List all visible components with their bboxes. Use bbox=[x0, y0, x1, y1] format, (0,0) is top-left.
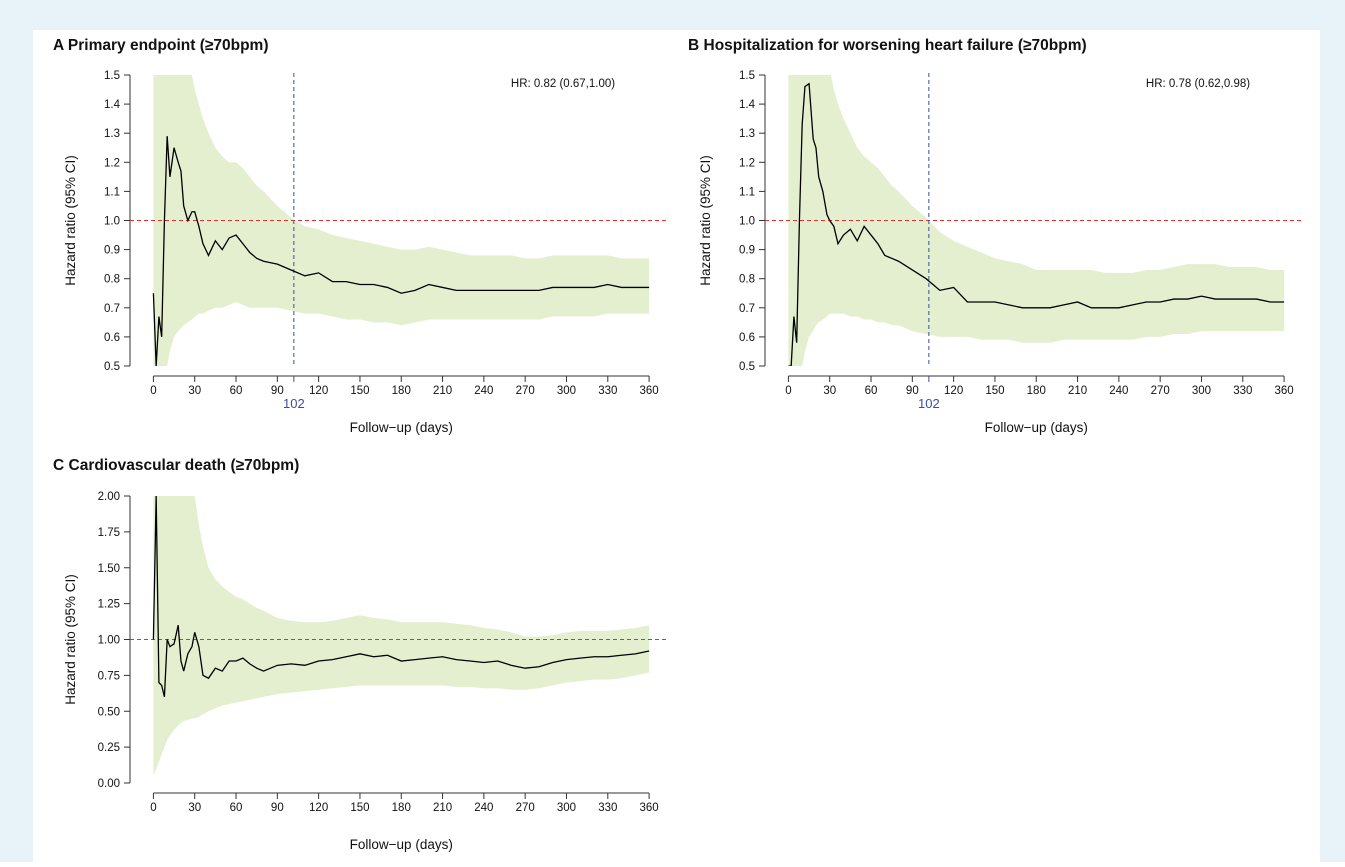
y-axis-label: Hazard ratio (95% CI) bbox=[63, 574, 78, 705]
ci-band bbox=[788, 75, 1285, 366]
y-tick-label: 1.4 bbox=[104, 99, 121, 111]
x-tick-label: 150 bbox=[350, 385, 369, 397]
y-tick-label: 1.5 bbox=[739, 70, 755, 82]
y-axis-label: Hazard ratio (95% CI) bbox=[63, 155, 78, 286]
y-tick-label: 1.00 bbox=[98, 635, 120, 647]
y-tick-label: 1.50 bbox=[98, 563, 120, 575]
x-tick-label: 300 bbox=[1192, 385, 1211, 397]
y-tick-label: 0.6 bbox=[739, 332, 755, 344]
x-tick-label: 120 bbox=[309, 385, 328, 397]
x-tick-label: 270 bbox=[516, 385, 535, 397]
y-tick-label: 1.1 bbox=[104, 186, 120, 198]
x-tick-label: 270 bbox=[1151, 385, 1170, 397]
x-tick-label: 30 bbox=[188, 385, 201, 397]
y-tick-label: 0.9 bbox=[739, 245, 755, 257]
x-tick-label: 270 bbox=[516, 802, 535, 814]
x-tick-label: 30 bbox=[188, 802, 201, 814]
x-tick-label: 300 bbox=[557, 385, 576, 397]
x-tick-label: 180 bbox=[392, 385, 411, 397]
y-tick-label: 1.25 bbox=[98, 599, 120, 611]
y-tick-label: 0.75 bbox=[98, 670, 120, 682]
x-tick-label: 360 bbox=[640, 802, 659, 814]
x-axis-label: Follow−up (days) bbox=[350, 420, 453, 435]
x-tick-label: 330 bbox=[598, 802, 617, 814]
x-axis-label: Follow−up (days) bbox=[350, 837, 453, 852]
y-tick-label: 1.0 bbox=[739, 216, 755, 228]
y-tick-label: 1.3 bbox=[104, 128, 120, 140]
x-tick-label: 102 bbox=[918, 396, 940, 411]
y-tick-label: 0.00 bbox=[98, 778, 120, 790]
y-tick-label: 1.0 bbox=[104, 216, 120, 228]
x-tick-label: 330 bbox=[1233, 385, 1252, 397]
y-tick-label: 1.4 bbox=[739, 99, 756, 111]
x-tick-label: 150 bbox=[985, 385, 1004, 397]
x-tick-label: 102 bbox=[283, 396, 305, 411]
y-tick-label: 0.50 bbox=[98, 706, 120, 718]
x-tick-label: 180 bbox=[1027, 385, 1046, 397]
y-tick-label: 1.2 bbox=[104, 157, 120, 169]
x-tick-label: 0 bbox=[150, 385, 156, 397]
x-tick-label: 0 bbox=[785, 385, 791, 397]
y-tick-label: 0.8 bbox=[739, 274, 755, 286]
y-tick-label: 0.5 bbox=[104, 361, 120, 373]
x-tick-label: 210 bbox=[433, 802, 452, 814]
y-tick-label: 0.7 bbox=[104, 303, 120, 315]
x-tick-label: 240 bbox=[474, 802, 493, 814]
y-tick-label: 2.00 bbox=[98, 491, 120, 503]
y-tick-label: 1.1 bbox=[739, 186, 755, 198]
ci-band bbox=[153, 75, 650, 366]
panel-background bbox=[33, 30, 1320, 862]
x-tick-label: 90 bbox=[906, 385, 919, 397]
chart-title: A Primary endpoint (≥70bpm) bbox=[53, 37, 269, 54]
y-axis-label: Hazard ratio (95% CI) bbox=[698, 155, 713, 286]
y-tick-label: 0.7 bbox=[739, 303, 755, 315]
x-tick-label: 90 bbox=[271, 802, 284, 814]
x-tick-label: 240 bbox=[474, 385, 493, 397]
x-tick-label: 330 bbox=[598, 385, 617, 397]
x-tick-label: 120 bbox=[309, 802, 328, 814]
x-tick-label: 210 bbox=[1068, 385, 1087, 397]
x-tick-label: 150 bbox=[350, 802, 369, 814]
x-tick-label: 60 bbox=[230, 385, 243, 397]
x-tick-label: 360 bbox=[640, 385, 659, 397]
x-axis-label: Follow−up (days) bbox=[985, 420, 1088, 435]
y-tick-label: 0.9 bbox=[104, 245, 120, 257]
x-tick-label: 30 bbox=[823, 385, 836, 397]
y-tick-label: 1.3 bbox=[739, 128, 755, 140]
x-tick-label: 360 bbox=[1275, 385, 1294, 397]
y-tick-label: 0.5 bbox=[739, 361, 755, 373]
y-tick-label: 0.8 bbox=[104, 274, 120, 286]
x-tick-label: 60 bbox=[230, 802, 243, 814]
x-tick-label: 240 bbox=[1109, 385, 1128, 397]
y-tick-label: 1.75 bbox=[98, 527, 120, 539]
x-tick-label: 60 bbox=[865, 385, 878, 397]
chart-title: B Hospitalization for worsening heart fa… bbox=[688, 37, 1087, 54]
y-tick-label: 1.5 bbox=[104, 70, 120, 82]
x-tick-label: 0 bbox=[150, 802, 156, 814]
annotation: HR: 0.82 (0.67,1.00) bbox=[511, 78, 615, 90]
x-tick-label: 210 bbox=[433, 385, 452, 397]
chart-title: C Cardiovascular death (≥70bpm) bbox=[53, 457, 299, 474]
hr-line bbox=[152, 136, 650, 366]
ci-band bbox=[153, 496, 650, 776]
hr-line bbox=[152, 496, 650, 698]
x-tick-label: 120 bbox=[944, 385, 963, 397]
y-tick-label: 1.2 bbox=[739, 157, 755, 169]
y-tick-label: 0.25 bbox=[98, 742, 120, 754]
y-tick-label: 0.6 bbox=[104, 332, 120, 344]
x-tick-label: 300 bbox=[557, 802, 576, 814]
hr-line bbox=[788, 82, 1285, 366]
annotation: HR: 0.78 (0.62,0.98) bbox=[1146, 78, 1250, 90]
x-tick-label: 180 bbox=[392, 802, 411, 814]
x-tick-label: 90 bbox=[271, 385, 284, 397]
